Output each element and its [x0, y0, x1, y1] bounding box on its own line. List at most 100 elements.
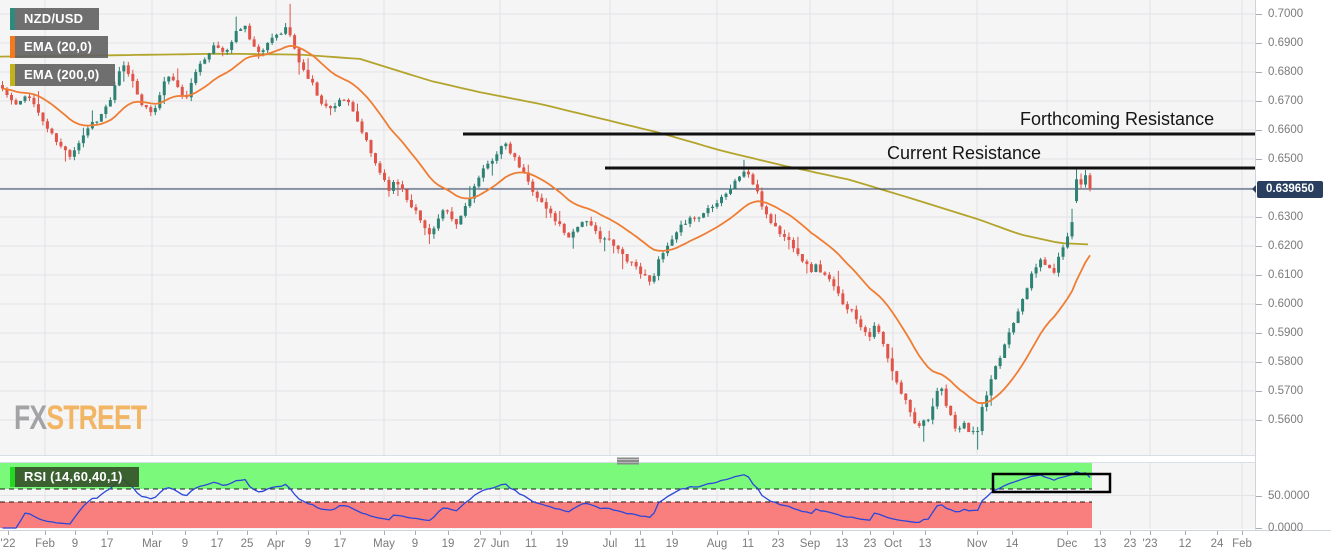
time-tick-label: Aug: [706, 538, 728, 550]
time-tick: [448, 531, 449, 535]
time-tick: [717, 531, 718, 535]
time-tick-label: 19: [441, 538, 455, 550]
time-tick-label: 23: [771, 538, 785, 550]
time-tick: [810, 531, 811, 535]
time-tick-label: Oct: [884, 538, 902, 550]
fxstreet-logo-watermark: FXSTREET: [14, 399, 147, 437]
time-tick: [1130, 531, 1131, 535]
symbol-color-swatch: [10, 8, 15, 30]
price-tick: [1256, 275, 1262, 276]
time-tick: [500, 531, 501, 535]
time-tick: [977, 531, 978, 535]
rsi-label: RSI (14,60,40,1): [15, 467, 139, 487]
time-tick: [1012, 531, 1013, 535]
time-tick: [45, 531, 46, 535]
time-tick: [925, 531, 926, 535]
price-tick: [1256, 14, 1262, 15]
price-tick: [1256, 495, 1262, 497]
panel-divider[interactable]: [0, 455, 1331, 463]
time-tick: [107, 531, 108, 535]
ema200-label: EMA (200,0): [15, 64, 116, 86]
time-tick: [384, 531, 385, 535]
time-tick-label: 17: [100, 538, 114, 550]
time-tick: [842, 531, 843, 535]
price-tick: [1256, 391, 1262, 392]
time-tick-label: 9: [181, 538, 189, 550]
time-tick-label: Feb: [35, 538, 55, 550]
price-tick-label: 0.0000: [1268, 522, 1304, 534]
time-tick-label: 25: [240, 538, 254, 550]
time-tick-label: 11: [742, 538, 754, 550]
symbol-label: NZD/USD: [15, 8, 100, 30]
time-tick-label: Dec: [1056, 538, 1078, 550]
time-tick: [870, 531, 871, 535]
time-tick-label: 13: [1093, 538, 1107, 550]
time-tick: [1217, 531, 1218, 535]
price-axis[interactable]: 0.7000 0.6900 0.6800 0.6700 0.6600 0.6500 0.63…: [1255, 0, 1331, 534]
price-tick: [1256, 333, 1262, 334]
price-tick-label: 0.6900: [1268, 37, 1304, 49]
time-tick-label: 9: [71, 538, 79, 550]
divider-drag-handle-icon[interactable]: [617, 460, 639, 462]
time-tick-label: May: [373, 538, 395, 550]
time-tick-label: '23: [1142, 538, 1158, 550]
price-tick-label: 0.6800: [1268, 66, 1304, 78]
price-tick: [1256, 72, 1262, 73]
time-tick-label: 23: [1123, 538, 1137, 550]
price-tick: [1256, 101, 1262, 102]
current-resistance-label: Current Resistance: [887, 143, 1042, 163]
watermark-street: STREET: [46, 399, 147, 437]
ema20-label: EMA (20,0): [15, 36, 108, 58]
time-tick-label: Jun: [490, 538, 510, 550]
price-tick-label: 0.6000: [1268, 298, 1304, 310]
current-price-value: 0.639650: [1266, 182, 1314, 195]
time-tick: [1185, 531, 1186, 535]
main-chart-panel[interactable]: [0, 0, 1255, 455]
time-tick-label: Apr: [267, 538, 285, 550]
time-axis[interactable]: '22 Feb 9 17 Mar 9 17 25 Apr 9 17 May 9 19 27 Jun 11 19 Ju…: [0, 530, 1331, 558]
price-tick: [1256, 246, 1262, 247]
legend-item-ema20[interactable]: EMA (20,0): [10, 36, 108, 58]
price-tick-label: 0.7000: [1268, 8, 1304, 20]
time-tick-label: '22: [0, 538, 16, 550]
time-tick: [8, 531, 9, 535]
time-tick-label: 24: [1210, 538, 1224, 550]
rsi-legend[interactable]: RSI (14,60,40,1): [10, 467, 139, 487]
time-tick-label: 23: [863, 538, 877, 550]
time-tick-label: Feb: [1232, 538, 1252, 550]
forthcoming-resistance-label: Forthcoming Resistance: [1020, 109, 1215, 129]
price-tick-label: 0.6700: [1268, 95, 1304, 107]
price-tick: [1256, 159, 1262, 160]
time-tick: [247, 531, 248, 535]
legend-item-ema200[interactable]: EMA (200,0): [10, 64, 116, 86]
price-tick: [1256, 362, 1262, 363]
legend-item-symbol[interactable]: NZD/USD: [10, 8, 100, 30]
time-tick: [1067, 531, 1068, 535]
time-tick: [893, 531, 894, 535]
current-price-label: 0.639650: [1252, 180, 1323, 198]
time-tick: [152, 531, 153, 535]
price-tick: [1256, 304, 1262, 305]
time-tick: [778, 531, 779, 535]
price-tick-label: 0.5700: [1268, 385, 1304, 397]
watermark-fx: FX: [14, 399, 47, 437]
price-tick: [1256, 528, 1262, 529]
price-tick: [1256, 420, 1262, 421]
rsi-panel[interactable]: [0, 463, 1255, 529]
time-tick: [75, 531, 76, 535]
time-tick-label: 27: [473, 538, 487, 550]
time-tick-label: 19: [665, 538, 679, 550]
price-tick-label: 0.6100: [1268, 269, 1304, 281]
time-tick: [340, 531, 341, 535]
time-tick-label: 11: [525, 538, 537, 550]
time-tick-label: Jul: [602, 538, 618, 550]
price-tick-label: 0.5900: [1268, 327, 1304, 339]
time-tick-label: 11: [634, 538, 646, 550]
time-tick: [217, 531, 218, 535]
time-tick-label: 9: [304, 538, 312, 550]
price-tick-label: 0.5800: [1268, 356, 1304, 368]
price-tick-label: 0.5600: [1268, 414, 1304, 426]
price-tick: [1256, 217, 1262, 218]
time-tick: [415, 531, 416, 535]
time-tick-label: 12: [1178, 538, 1192, 550]
